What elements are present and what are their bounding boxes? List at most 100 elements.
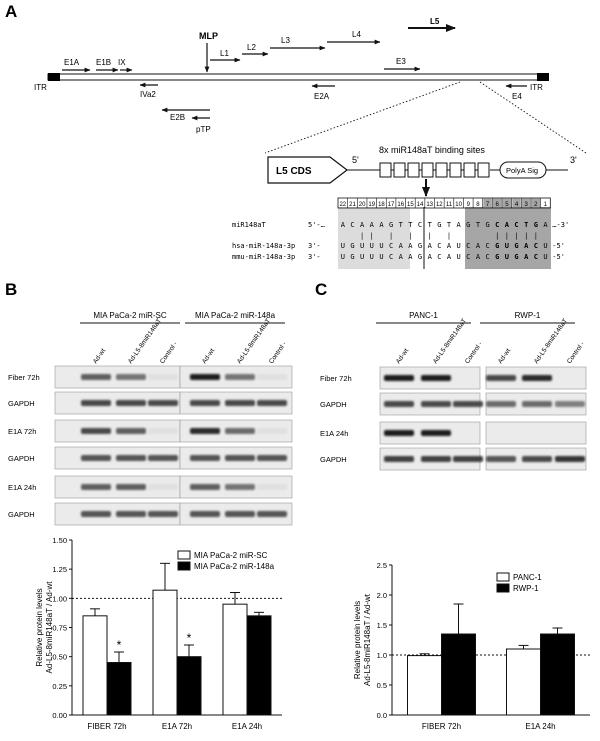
base-pair-mark: |: [389, 232, 393, 240]
sequence-row-prefix: 5'-…: [308, 221, 325, 229]
nucleotide: G: [495, 253, 499, 261]
blot-band: [190, 455, 220, 461]
position-number: 5: [505, 202, 509, 208]
blot-row-label: GAPDH: [8, 454, 35, 463]
nucleotide: G: [466, 221, 470, 229]
position-number: 22: [339, 202, 346, 208]
y-tick-label: 0.50: [52, 653, 67, 662]
legend-label: MIA PaCa-2 miR-SC: [194, 551, 268, 560]
position-number: 18: [378, 202, 385, 208]
blot-lane-label: Control -: [464, 341, 484, 365]
blot-lane-label: Control -: [566, 341, 586, 365]
panel-b: B MIA PaCa-2 miR-SC MIA PaCa-2 miR-148aAd…: [5, 280, 293, 731]
binding-site-box: [435, 162, 448, 178]
position-number-row: 22 21 20 19 18 17 16 15 14 13 12 11 10 9 8 7 6 5 4 3 2 1: [337, 197, 551, 209]
nucleotide: C: [418, 221, 422, 229]
position-number: 15: [407, 202, 414, 208]
nucleotide: A: [370, 221, 375, 229]
blot-band: [116, 511, 146, 517]
genome-map: ITR ITR MLP E1A E1B IX L1 L2 L3 L4: [34, 17, 587, 154]
nucleotide: T: [408, 221, 413, 229]
l5-label: L5: [430, 17, 440, 26]
l4-label: L4: [352, 30, 361, 39]
binding-site-box: [393, 162, 406, 178]
seed-shade-dark: [465, 207, 551, 269]
itr-left-block: [48, 73, 60, 81]
base-pair-mark: |: [505, 232, 509, 240]
blot-band: [81, 428, 111, 434]
binding-site-box: [449, 162, 462, 178]
base-pair-mark: |: [447, 232, 451, 240]
blot-band: [453, 401, 483, 407]
blot-group-label: RWP-1: [515, 311, 541, 320]
position-highlight: [521, 198, 531, 208]
blot-lane-label: Ad-wt: [395, 347, 410, 365]
blot-band: [225, 484, 255, 490]
blot-band: [522, 375, 552, 381]
blot-band: [421, 456, 451, 462]
nucleotide: C: [437, 253, 441, 261]
y-tick-label: 1.5: [377, 621, 387, 630]
blot-group-label: MIA PaCa-2 miR-SC: [93, 311, 167, 320]
blot-band: [453, 456, 483, 462]
blot-band: [257, 400, 287, 406]
e1a-label: E1A: [64, 58, 80, 67]
blot-band: [225, 511, 255, 517]
nucleotide: U: [341, 253, 345, 261]
blot-band: [257, 455, 287, 461]
blot-band: [148, 428, 178, 434]
nucleotide: A: [524, 242, 529, 250]
position-number: 17: [388, 202, 395, 208]
blot-band: [225, 374, 255, 380]
nucleotide: T: [399, 221, 404, 229]
x-tick-label: E1A 24h: [232, 722, 262, 731]
zoom-line-right: [479, 81, 587, 154]
y-axis-label: Relative protein levelsAd-L5-8miR148aT /…: [35, 581, 54, 674]
position-number: 16: [397, 202, 404, 208]
nucleotide: G: [437, 221, 441, 229]
nucleotide: A: [399, 242, 404, 250]
position-highlight: [512, 198, 521, 208]
nucleotide: A: [457, 221, 462, 229]
panel-letter-b: B: [5, 280, 17, 299]
nucleotide: T: [476, 221, 481, 229]
nucleotide: C: [437, 242, 441, 250]
binding-site-boxes: [379, 162, 490, 178]
blot-band: [421, 375, 451, 381]
base-pair-mark: |: [428, 232, 432, 240]
bar: [441, 633, 476, 716]
l1-label: L1: [220, 49, 229, 58]
e1b-label: E1B: [96, 58, 111, 67]
nucleotide: G: [485, 221, 489, 229]
western-blot-b: MIA PaCa-2 miR-SC MIA PaCa-2 miR-148a Ad-w…: [8, 311, 293, 526]
sequence-alignment: 22 21 20 19 18 17 16 15 14 13 12 11 10 9 8 7 6 5 4 3 2 1 miR1…: [232, 197, 569, 269]
l3-label: L3: [281, 36, 290, 45]
nucleotide: C: [389, 253, 393, 261]
three-prime-label: 3': [570, 155, 577, 165]
position-number: 8: [476, 202, 480, 208]
nucleotide: A: [360, 221, 365, 229]
binding-site-box: [407, 162, 420, 178]
nucleotide: A: [428, 253, 433, 261]
five-prime-label: 5': [352, 155, 359, 165]
blot-band: [116, 374, 146, 380]
binding-site-box: [379, 162, 392, 178]
nucleotide: U: [379, 242, 383, 250]
nucleotide: U: [457, 253, 461, 261]
nucleotide: A: [399, 253, 404, 261]
base-pair-mark: |: [370, 232, 374, 240]
l5-construct: L5 CDS 5' PolyA Sig 3' 8x miR148aT bindi…: [267, 145, 577, 197]
nucleotide: C: [389, 242, 393, 250]
sequence-row-suffix: -5': [552, 242, 565, 250]
position-number: 12: [436, 202, 443, 208]
blot-band: [148, 484, 178, 490]
blot-band: [257, 428, 287, 434]
blot-row-label: GAPDH: [320, 455, 347, 464]
e3-label: E3: [396, 57, 406, 66]
top-transcripts: E1A E1B IX L1 L2 L3 L4 L5 E3: [62, 17, 456, 73]
blot-band: [148, 374, 178, 380]
legend-swatch: [177, 550, 191, 560]
nucleotide: A: [476, 242, 481, 250]
bar-chart-b: 0.00 0.25 0.50 0.75 1.00 1.25 1.50 Relative pro…: [35, 536, 282, 731]
